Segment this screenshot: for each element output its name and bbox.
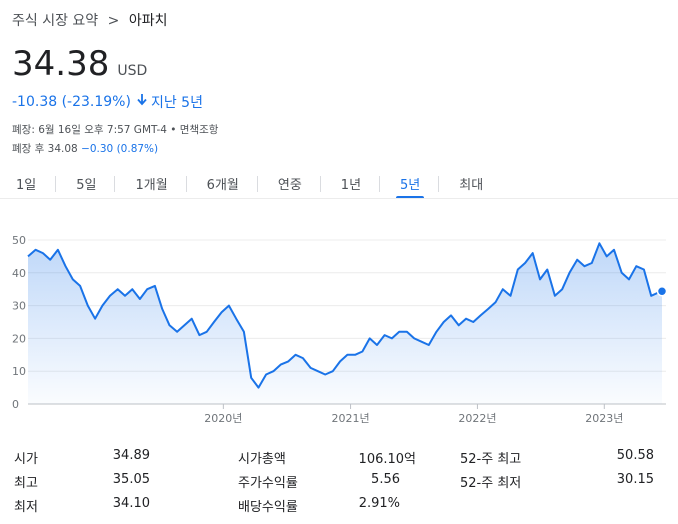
y-tick-label: 20 — [12, 332, 26, 345]
tab-1m[interactable]: 1개월 — [135, 178, 168, 193]
x-tick-label: 2020년 — [204, 412, 242, 425]
breadcrumb-root-link[interactable]: 주식 시장 요약 — [12, 13, 99, 29]
y-tick-label: 40 — [12, 267, 26, 280]
stock-price: 34.38 — [12, 44, 110, 84]
close-info: 폐장: 6월 16일 오후 7:57 GMT-4 • 면책조항 — [12, 124, 219, 136]
price-change: -10.38 (-23.19%) — [12, 94, 131, 110]
breadcrumb-current: 아파치 — [128, 13, 168, 29]
tab-ytd[interactable]: 연중 — [277, 178, 302, 193]
breadcrumb-separator: > — [107, 13, 120, 29]
x-tick-label: 2021년 — [331, 412, 369, 425]
arrow-down-icon — [137, 94, 147, 110]
last-price-dot — [656, 285, 668, 297]
stat-open-label: 시가 — [14, 452, 38, 467]
range-tabs: 1일 5일 1개월 6개월 연중 1년 5년 최대 — [0, 170, 484, 199]
tab-6m[interactable]: 6개월 — [206, 178, 239, 193]
change-period: 지난 5년 — [150, 95, 203, 111]
tab-5d[interactable]: 5일 — [76, 178, 97, 193]
price-area — [28, 243, 662, 404]
stat-pe-value: 5.56 — [371, 472, 400, 487]
tab-divider — [185, 176, 187, 192]
tab-5y[interactable]: 5년 — [395, 170, 425, 199]
x-tick-label: 2022년 — [458, 412, 496, 425]
price-change-row: -10.38 (-23.19%) 지난 5년 — [12, 92, 203, 112]
stat-low-label: 최저 — [14, 500, 38, 515]
after-hours-price: 폐장 후 34.08 — [12, 143, 78, 155]
y-tick-label: 30 — [12, 300, 26, 313]
stat-high-value: 35.05 — [112, 472, 150, 487]
price-row: 34.38 USD — [12, 44, 147, 84]
after-hours-info: 폐장 후 34.08 −0.30 (0.87%) — [12, 141, 158, 156]
stat-open-value: 34.89 — [112, 448, 150, 463]
y-tick-label: 10 — [12, 365, 26, 378]
x-tick-label: 2023년 — [585, 412, 623, 425]
stat-52w-low-label: 52-주 최저 — [460, 476, 522, 491]
tab-1d[interactable]: 1일 — [16, 178, 37, 193]
stat-market-cap-label: 시가총액 — [238, 452, 286, 467]
price-chart[interactable]: 0 10 20 30 40 50 2020년 2021년 2022년 2023년 — [0, 228, 678, 428]
y-tick-label: 0 — [12, 398, 19, 411]
stat-dividend-label: 배당수익률 — [238, 500, 298, 515]
stat-low-value: 34.10 — [112, 496, 150, 511]
tab-divider — [256, 176, 258, 192]
stat-high-label: 최고 — [14, 476, 38, 491]
tab-divider — [438, 176, 440, 192]
currency-label: USD — [117, 63, 148, 79]
y-tick-label: 50 — [12, 234, 26, 247]
tab-divider — [319, 176, 321, 192]
stat-52w-low-value: 30.15 — [616, 472, 654, 487]
stat-52w-high-value: 50.58 — [616, 448, 654, 463]
tab-divider — [379, 176, 381, 192]
tab-divider — [114, 176, 116, 192]
tab-1y[interactable]: 1년 — [340, 178, 362, 193]
tabs-divider — [0, 198, 678, 199]
stat-52w-high-label: 52-주 최고 — [460, 452, 522, 467]
stat-dividend-value: 2.91% — [358, 496, 400, 511]
tab-max[interactable]: 최대 — [459, 178, 484, 193]
stat-market-cap-value: 106.10억 — [358, 452, 416, 467]
breadcrumb: 주식 시장 요약 > 아파치 — [12, 10, 167, 30]
price-line — [27, 242, 663, 389]
stat-pe-label: 주가수익률 — [238, 476, 298, 491]
tab-divider — [55, 176, 57, 192]
after-hours-change: −0.30 (0.87%) — [81, 143, 159, 155]
